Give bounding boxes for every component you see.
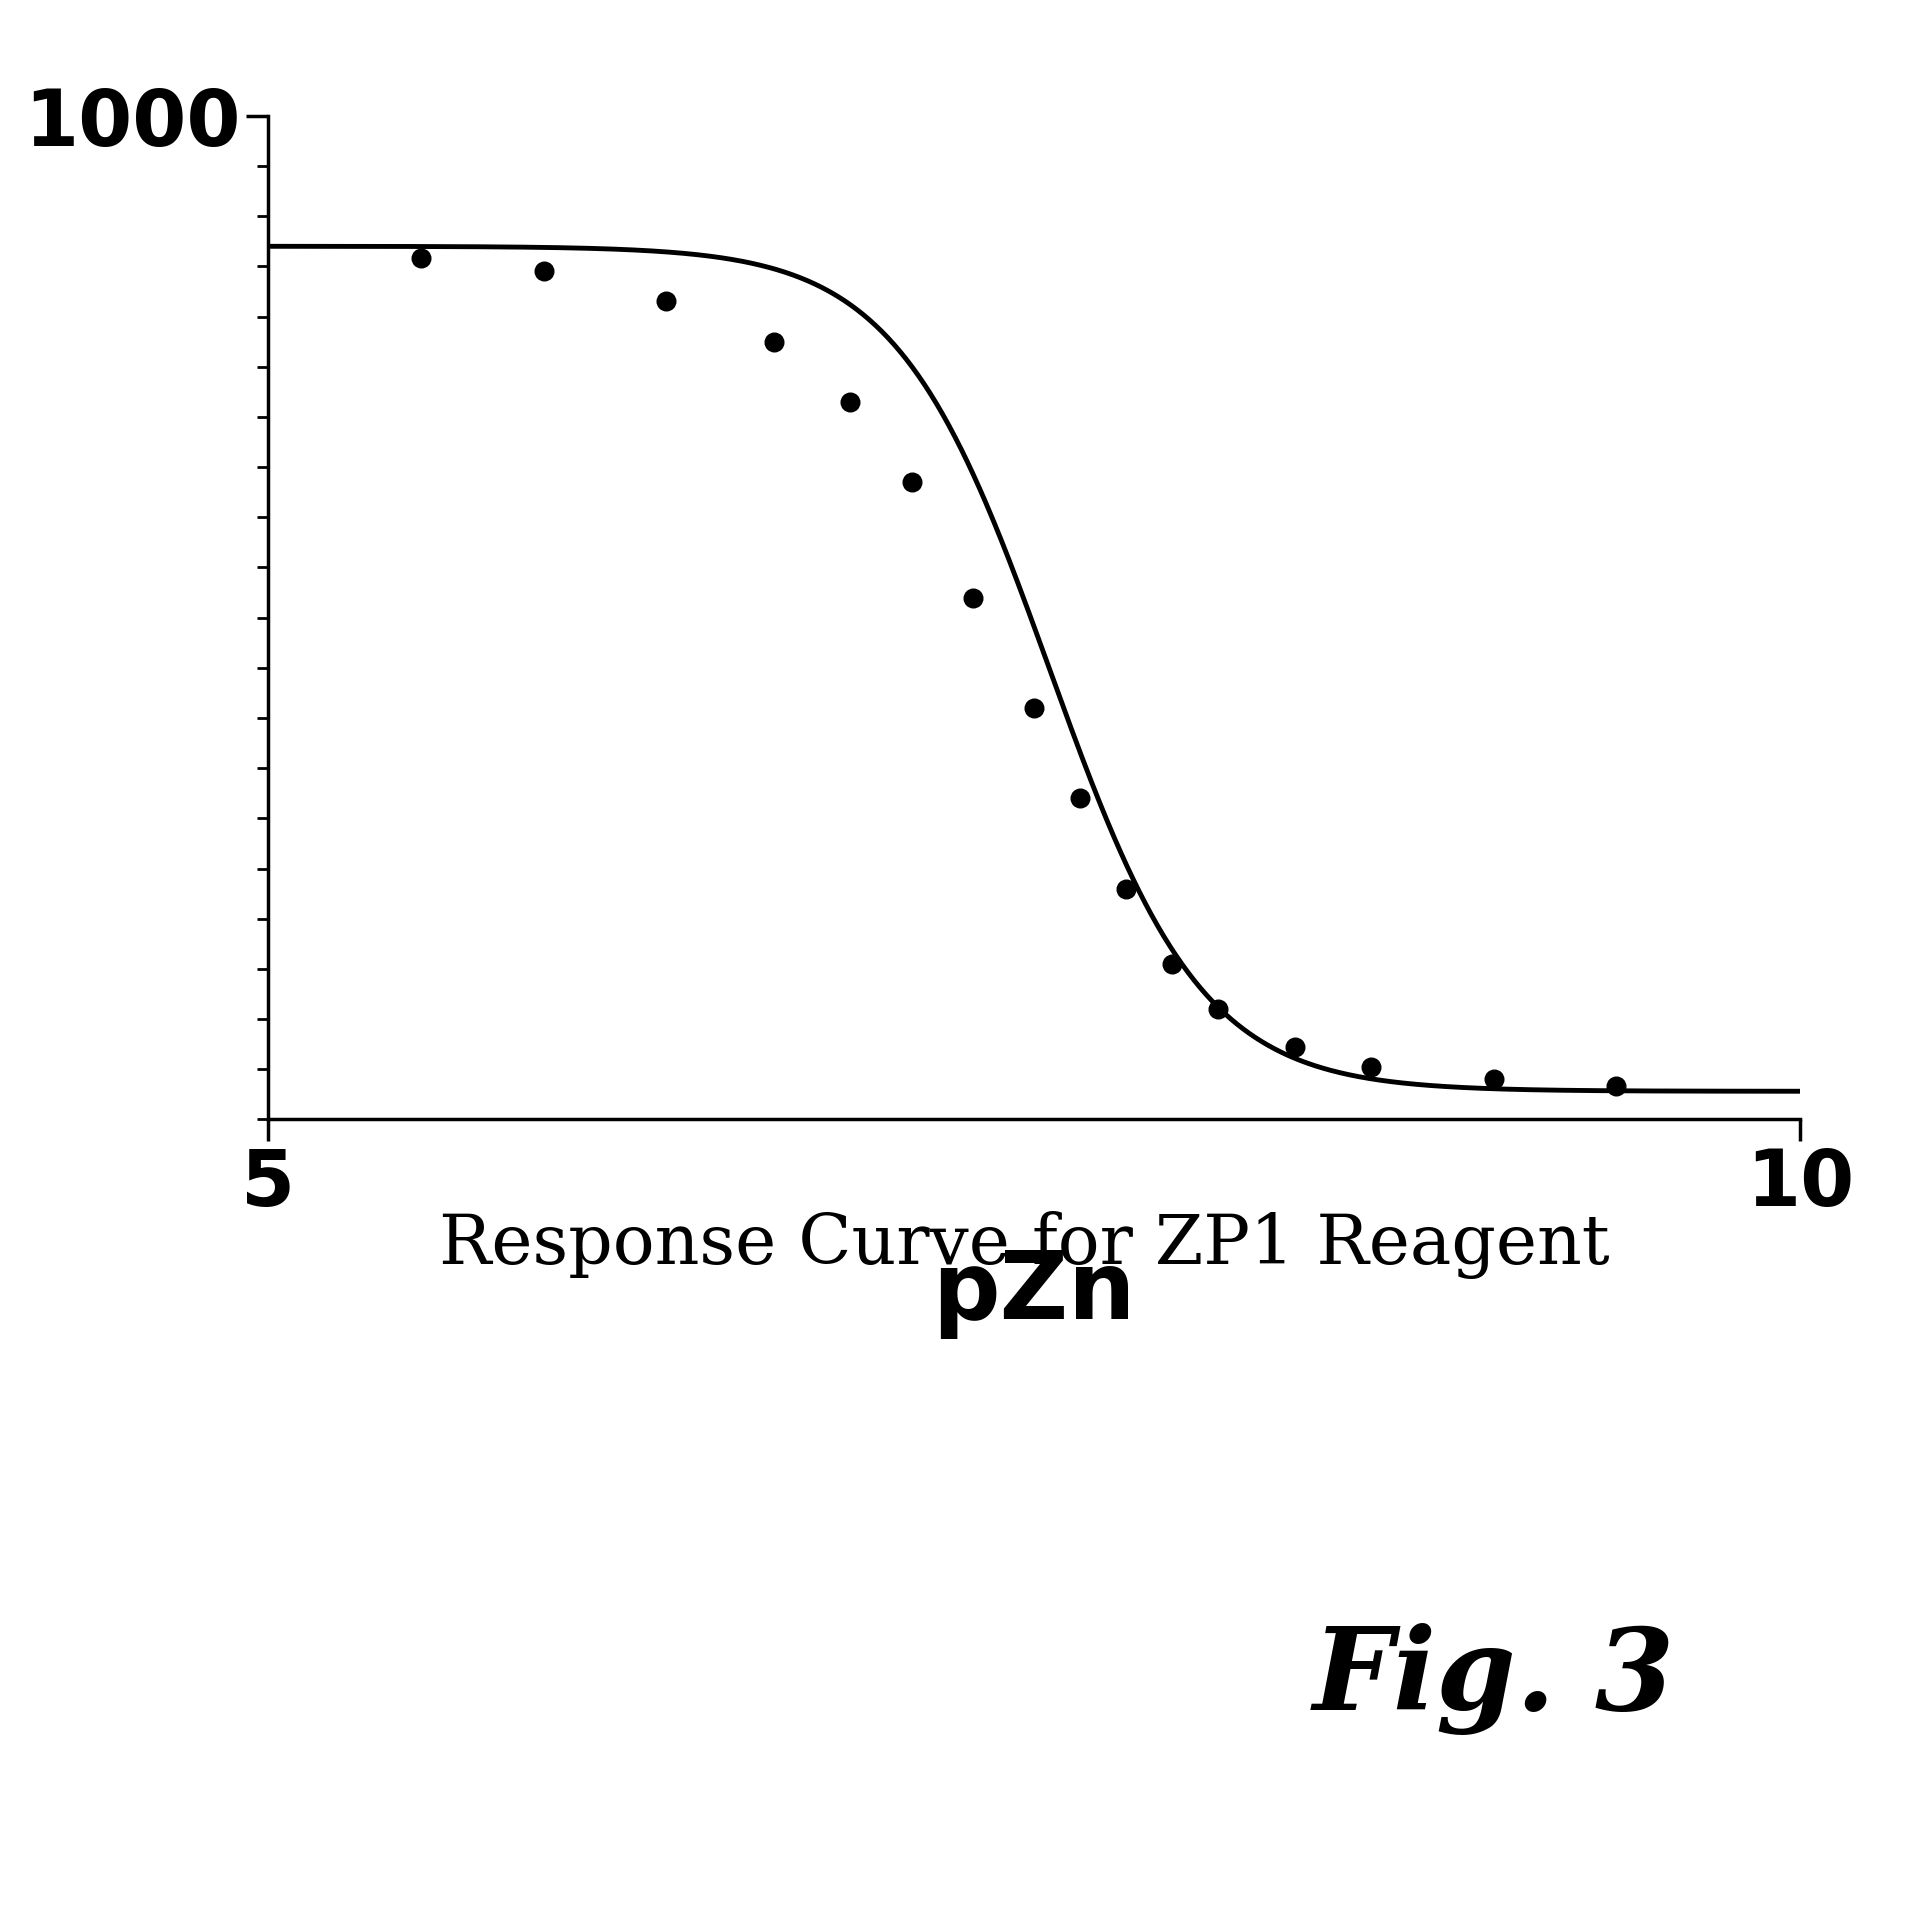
Point [1064, 784, 1095, 814]
Point [1478, 1063, 1508, 1094]
Text: Response Curve for ZP1 Reagent: Response Curve for ZP1 Reagent [438, 1210, 1610, 1280]
X-axis label: pZn: pZn [932, 1247, 1135, 1339]
Point [1110, 872, 1141, 903]
Point [835, 386, 865, 417]
Point [528, 257, 559, 288]
Point [1156, 948, 1187, 979]
Point [1279, 1033, 1309, 1063]
Point [651, 286, 681, 317]
Point [1202, 994, 1233, 1025]
Point [1355, 1052, 1386, 1083]
Point [1600, 1071, 1631, 1102]
Point [957, 583, 988, 614]
Point [758, 326, 789, 357]
Point [406, 243, 436, 274]
Point [896, 467, 926, 498]
Point [1018, 693, 1049, 724]
Text: Fig. 3: Fig. 3 [1311, 1623, 1675, 1735]
